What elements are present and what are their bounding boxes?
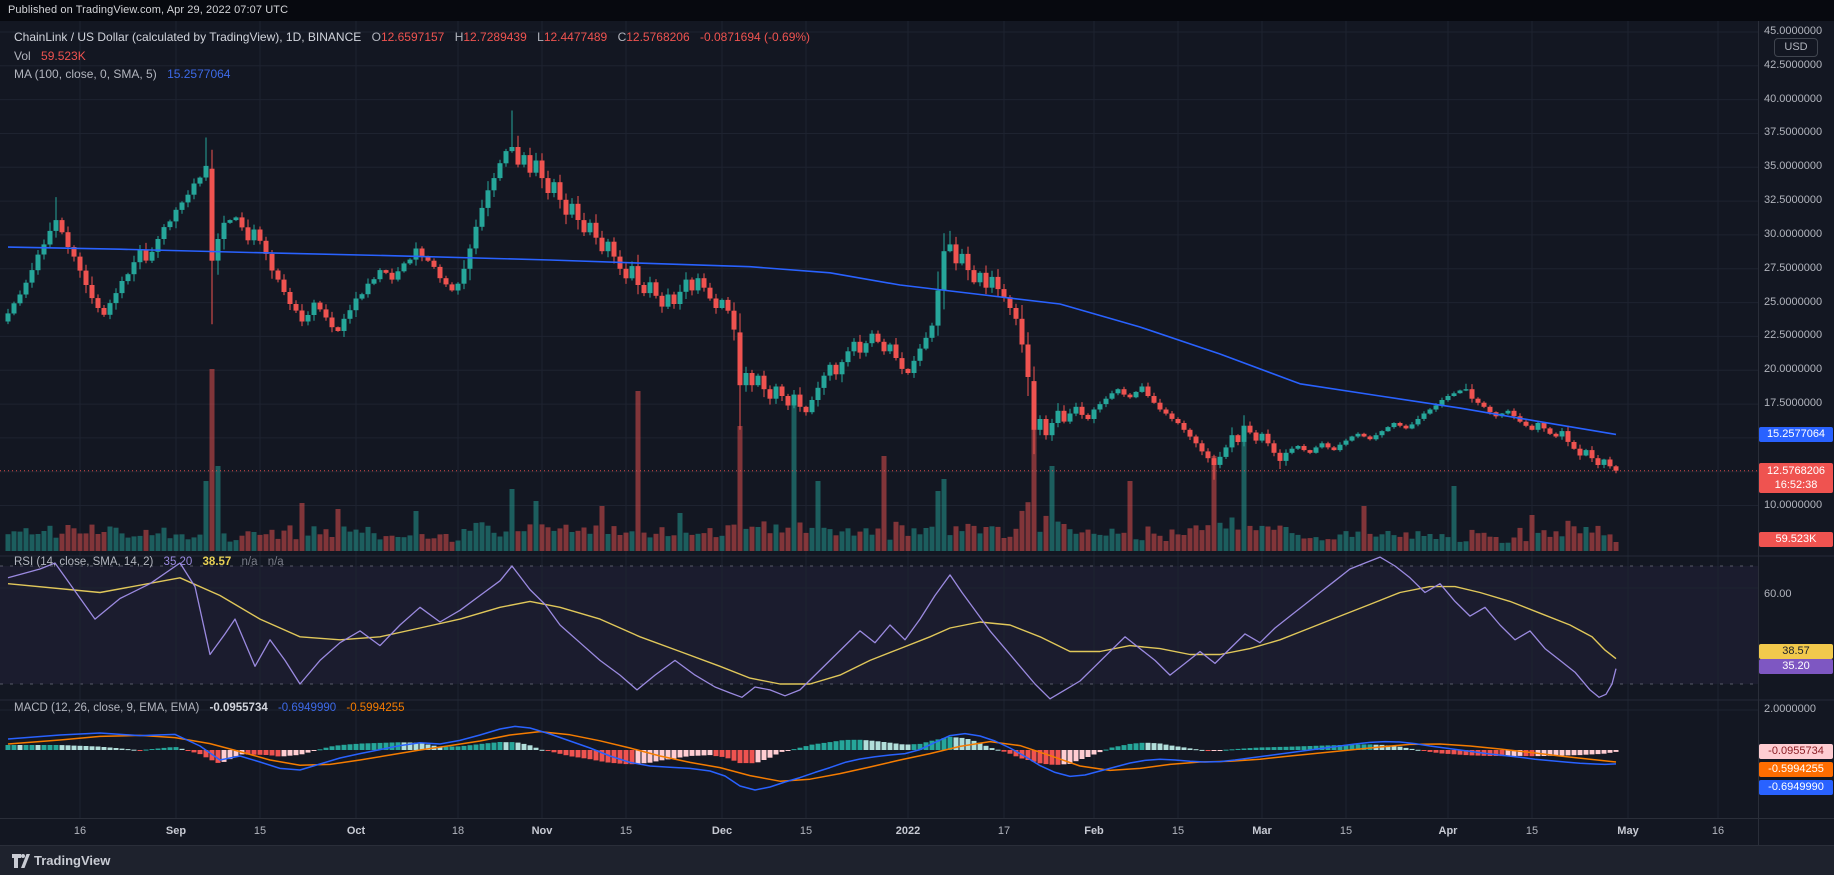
- published-text: Published on TradingView.com, Apr 29, 20…: [8, 4, 289, 16]
- macd-hist-value: -0.0955734: [209, 702, 268, 714]
- macd-signal-badge: -0.5994255: [1759, 762, 1833, 777]
- price-tick: 37.5000000: [1764, 126, 1823, 139]
- footer-bar: TradingView: [0, 845, 1834, 875]
- time-tick: 16: [1711, 825, 1725, 837]
- price-tick: 17.5000000: [1764, 397, 1823, 410]
- price-tick: 35.0000000: [1764, 160, 1823, 173]
- low-value: 12.4477489: [543, 30, 608, 44]
- high-value: 12.7289439: [463, 30, 527, 44]
- ma-title: MA (100, close, 0, SMA, 5): [14, 67, 157, 81]
- time-tick: 16: [73, 825, 87, 837]
- volume-badge: 59.523K: [1759, 532, 1833, 547]
- last-price-value: 12.5768206: [1766, 465, 1826, 477]
- macd-signal-value: -0.5994255: [346, 702, 405, 714]
- volume-label: Vol: [14, 49, 31, 63]
- rsi-upper-band-value: n/a: [241, 556, 258, 568]
- macd-line-value: -0.6949990: [277, 702, 337, 714]
- bar-countdown: 16:52:38: [1774, 479, 1818, 491]
- time-tick: 17: [997, 825, 1011, 837]
- change-value: -0.0871694 (-0.69%): [699, 30, 811, 44]
- macd-legend: MACD (12, 26, close, 9, EMA, EMA) -0.095…: [14, 702, 405, 714]
- time-tick: May: [1617, 825, 1639, 837]
- time-tick: 15: [1525, 825, 1539, 837]
- price-tick: 32.5000000: [1764, 194, 1823, 207]
- rsi-ma-badge: 38.57: [1759, 644, 1833, 659]
- time-tick: 15: [253, 825, 267, 837]
- time-tick: Sep: [165, 825, 187, 837]
- price-tick: 10.0000000: [1764, 498, 1823, 511]
- symbol-title: ChainLink / US Dollar (calculated by Tra…: [14, 30, 362, 44]
- open-label: O: [371, 30, 381, 44]
- price-tick: 30.0000000: [1764, 227, 1823, 240]
- time-tick: 15: [1171, 825, 1185, 837]
- symbol-legend: ChainLink / US Dollar (calculated by Tra…: [14, 30, 810, 44]
- rsi-badge: 35.20: [1759, 659, 1833, 674]
- rsi-lower-band-value: n/a: [267, 556, 284, 568]
- rsi-title: RSI (14, close, SMA, 14, 2): [14, 556, 154, 568]
- time-tick: Mar: [1252, 825, 1272, 837]
- last-price-badge: 12.5768206 16:52:38: [1759, 463, 1833, 493]
- ma-value: 15.2577064: [167, 67, 231, 81]
- close-value: 12.5768206: [626, 30, 690, 44]
- currency-chip[interactable]: USD: [1774, 38, 1818, 57]
- high-label: H: [454, 30, 464, 44]
- macd-line-badge: -0.6949990: [1759, 780, 1833, 795]
- close-label: C: [617, 30, 627, 44]
- price-axis-border: [1758, 21, 1759, 845]
- rsi-value: 35.20: [163, 556, 193, 568]
- time-tick: 2022: [895, 825, 921, 837]
- volume-legend: Vol 59.523K: [14, 49, 86, 63]
- tradingview-logo-icon[interactable]: [11, 853, 30, 870]
- time-tick: Nov: [531, 825, 553, 837]
- time-tick: 15: [619, 825, 633, 837]
- time-tick: 15: [799, 825, 813, 837]
- price-tick: 42.5000000: [1764, 58, 1823, 71]
- price-tick: 25.0000000: [1764, 295, 1823, 308]
- low-label: L: [537, 30, 544, 44]
- ma-legend: MA (100, close, 0, SMA, 5) 15.2577064: [14, 67, 230, 81]
- price-tick: 22.5000000: [1764, 329, 1823, 342]
- open-value: 12.6597157: [380, 30, 445, 44]
- price-tick: 45.0000000: [1764, 25, 1823, 37]
- price-tick: 20.0000000: [1764, 363, 1823, 376]
- rsi-ma-value: 38.57: [202, 556, 232, 568]
- time-tick: Oct: [346, 825, 366, 837]
- time-tick: 18: [451, 825, 465, 837]
- rsi-legend: RSI (14, close, SMA, 14, 2) 35.20 38.57 …: [14, 556, 284, 568]
- indicator-tick: 60.00: [1764, 588, 1792, 600]
- indicator-tick: 2.0000000: [1764, 703, 1816, 715]
- ma-price-badge: 15.2577064: [1759, 427, 1833, 442]
- time-tick: Dec: [711, 825, 733, 837]
- macd-title: MACD (12, 26, close, 9, EMA, EMA): [14, 702, 200, 714]
- price-tick: 27.5000000: [1764, 261, 1823, 274]
- tradingview-brand-text[interactable]: TradingView: [34, 853, 111, 868]
- time-tick: Feb: [1084, 825, 1104, 837]
- time-axis-border: [0, 818, 1834, 819]
- macd-hist-badge: -0.0955734: [1759, 744, 1833, 759]
- published-bar: Published on TradingView.com, Apr 29, 20…: [0, 0, 1834, 21]
- volume-value: 59.523K: [41, 49, 86, 63]
- price-tick: 40.0000000: [1764, 92, 1823, 105]
- time-tick: 15: [1339, 825, 1353, 837]
- time-tick: Apr: [1438, 825, 1458, 837]
